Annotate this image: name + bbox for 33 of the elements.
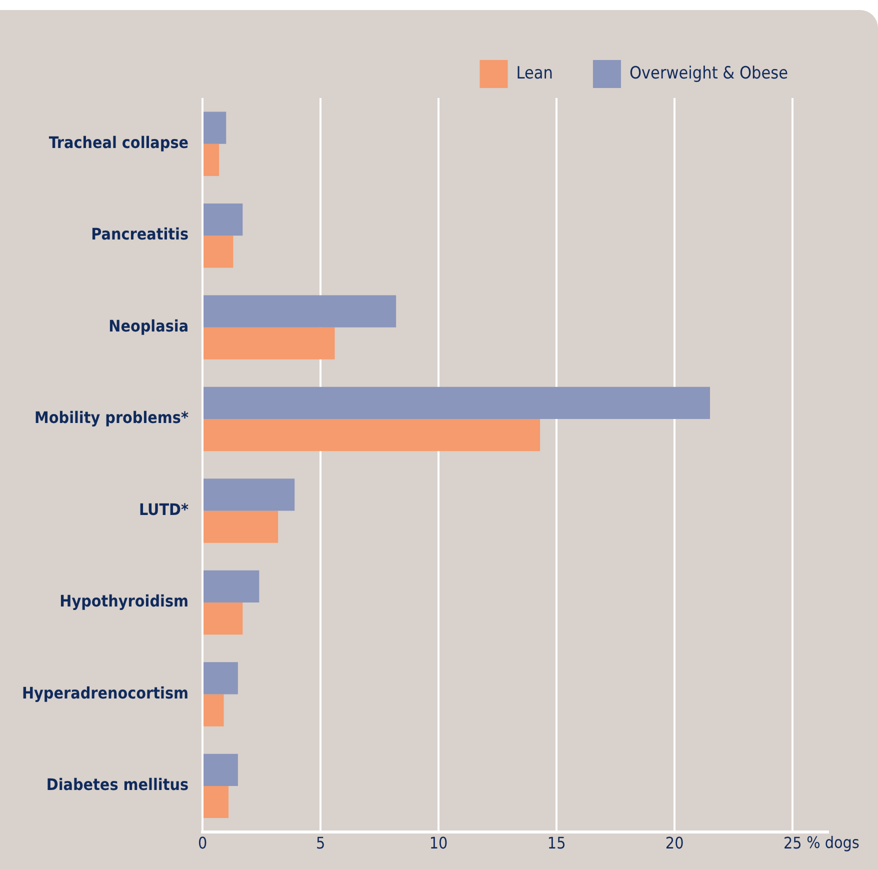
bar: [204, 694, 224, 726]
bar: [204, 602, 243, 635]
bar: [204, 754, 238, 786]
bar: [204, 478, 295, 511]
y-tick-label: Hypothyroidism: [60, 592, 189, 611]
x-tick-label: 0: [198, 834, 208, 853]
bar: [204, 419, 540, 452]
bar: [204, 510, 278, 543]
bar: [204, 203, 243, 236]
legend-label: Lean: [516, 63, 553, 84]
bar: [204, 144, 220, 176]
bar: [204, 327, 335, 360]
bar: [204, 386, 710, 420]
y-tick-label: Hyperadrenocortism: [22, 683, 189, 702]
x-tick-label: 25: [783, 834, 802, 853]
y-tick-label: Tracheal collapse: [48, 133, 189, 152]
x-tick-label: 15: [547, 834, 566, 853]
bar: [204, 295, 396, 328]
x-tick-label: 20: [665, 834, 684, 853]
y-tick-label: Diabetes mellitus: [46, 775, 189, 794]
x-tick-label: 10: [429, 834, 448, 853]
y-tick-label: Neoplasia: [108, 316, 189, 336]
legend-label: Overweight & Obese: [629, 63, 788, 84]
bar: [204, 236, 234, 268]
bar: [204, 662, 238, 694]
bar: [204, 570, 260, 602]
x-tick-label: 5: [316, 834, 326, 853]
bar: [204, 112, 226, 144]
bar: [204, 786, 228, 818]
x-axis-title: % dogs: [806, 832, 860, 852]
y-tick-label: LUTD*: [138, 500, 189, 519]
y-tick-label: Pancreatitis: [91, 224, 189, 244]
y-tick-label: Mobility problems*: [34, 408, 189, 428]
